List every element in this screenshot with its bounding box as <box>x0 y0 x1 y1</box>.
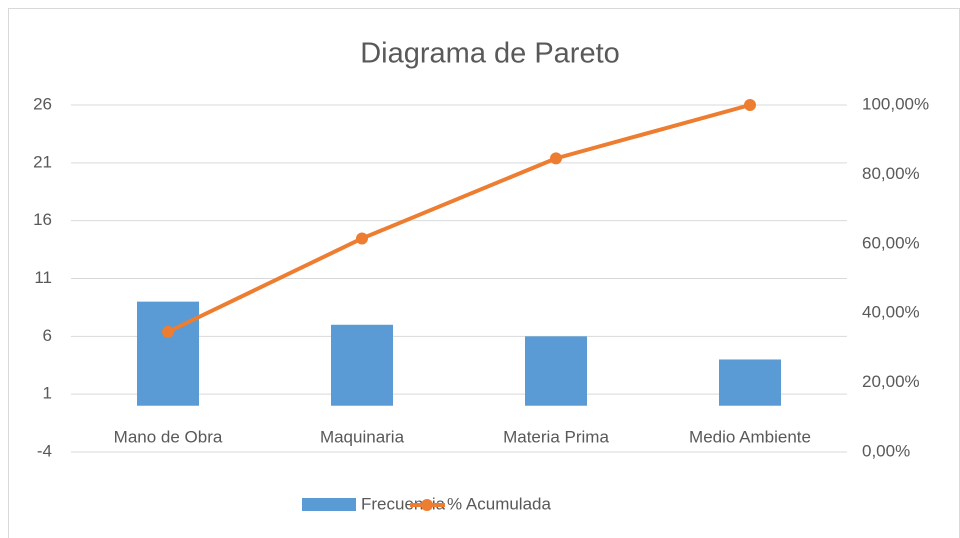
bar <box>137 301 199 406</box>
x-tick-label: Medio Ambiente <box>689 427 811 446</box>
y-tick-label: 11 <box>34 268 52 287</box>
x-tick-label: Maquinaria <box>320 427 405 446</box>
legend-swatch <box>302 498 356 511</box>
y-tick-label: 6 <box>43 326 52 345</box>
y-tick-label: 21 <box>33 152 52 171</box>
legend-swatch <box>421 499 433 511</box>
legend-label: % Acumulada <box>447 494 551 513</box>
chart-title: Diagrama de Pareto <box>360 38 620 70</box>
line-marker <box>744 99 756 111</box>
chart-border <box>8 8 960 538</box>
y2-tick-label: 80,00% <box>862 164 920 183</box>
bar <box>719 359 781 406</box>
y-tick-label: 1 <box>43 384 52 403</box>
y-tick-label: 26 <box>33 94 52 113</box>
y2-tick-label: 0,00% <box>862 441 910 460</box>
x-tick-label: Materia Prima <box>503 427 609 446</box>
y-tick-label: -4 <box>37 441 52 460</box>
line-marker <box>356 232 368 245</box>
x-tick-label: Mano de Obra <box>114 427 223 446</box>
bar <box>331 324 393 406</box>
y2-tick-label: 60,00% <box>862 233 920 252</box>
line-marker <box>550 152 562 165</box>
y2-tick-label: 100,00% <box>862 94 929 113</box>
line <box>167 103 751 334</box>
bar <box>525 336 587 406</box>
y2-tick-label: 40,00% <box>862 303 920 322</box>
y2-tick-label: 20,00% <box>862 372 920 391</box>
line-marker <box>162 325 174 338</box>
y-tick-label: 16 <box>33 210 52 229</box>
